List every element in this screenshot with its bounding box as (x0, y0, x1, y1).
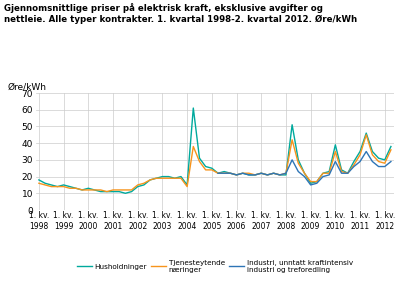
Tjenesteytende
næringer (376, 160, 381, 163)
Industri, unntatt kraftintensiv
industri og treforedling (321, 175, 326, 178)
Tjenesteytende
næringer (123, 188, 128, 192)
Tjenesteytende
næringer (277, 173, 282, 177)
Industri, unntatt kraftintensiv
industri og treforedling (345, 171, 350, 175)
Tjenesteytende
næringer (37, 182, 41, 185)
Text: Øre/kWh: Øre/kWh (7, 83, 46, 92)
Husholdninger (283, 173, 288, 177)
Industri, unntatt kraftintensiv
industri og treforedling (376, 165, 381, 168)
Industri, unntatt kraftintensiv
industri og treforedling (216, 171, 220, 175)
Industri, unntatt kraftintensiv
industri og treforedling (240, 171, 245, 175)
Industri, unntatt kraftintensiv
industri og treforedling (351, 165, 356, 168)
Husholdninger (191, 106, 196, 110)
Husholdninger (129, 190, 134, 194)
Tjenesteytende
næringer (302, 171, 307, 175)
Industri, unntatt kraftintensiv
industri og treforedling (259, 171, 263, 175)
Industri, unntatt kraftintensiv
industri og treforedling (290, 158, 295, 162)
Industri, unntatt kraftintensiv
industri og treforedling (234, 173, 239, 177)
Tjenesteytende
næringer (364, 133, 369, 136)
Industri, unntatt kraftintensiv
industri og treforedling (382, 165, 387, 168)
Tjenesteytende
næringer (388, 148, 393, 152)
Industri, unntatt kraftintensiv
industri og treforedling (296, 170, 300, 173)
Industri, unntatt kraftintensiv
industri og treforedling (246, 173, 251, 177)
Industri, unntatt kraftintensiv
industri og treforedling (308, 183, 313, 187)
Tjenesteytende
næringer (129, 188, 134, 192)
Industri, unntatt kraftintensiv
industri og treforedling (339, 171, 344, 175)
Legend: Husholdninger, Tjenesteytende
næringer, Industri, unntatt kraftintensiv
industri: Husholdninger, Tjenesteytende næringer, … (74, 257, 355, 276)
Line: Industri, unntatt kraftintensiv
industri og treforedling: Industri, unntatt kraftintensiv industri… (218, 152, 391, 185)
Industri, unntatt kraftintensiv
industri og treforedling (358, 160, 363, 163)
Tjenesteytende
næringer (104, 190, 109, 194)
Tjenesteytende
næringer (339, 170, 344, 173)
Industri, unntatt kraftintensiv
industri og treforedling (364, 150, 369, 153)
Industri, unntatt kraftintensiv
industri og treforedling (302, 175, 307, 178)
Husholdninger (388, 145, 393, 148)
Husholdninger (376, 156, 381, 160)
Industri, unntatt kraftintensiv
industri og treforedling (253, 173, 258, 177)
Text: Gjennomsnittlige priser på elektrisk kraft, eksklusive avgifter og
nettleie. All: Gjennomsnittlige priser på elektrisk kra… (4, 3, 357, 24)
Industri, unntatt kraftintensiv
industri og treforedling (370, 160, 375, 163)
Industri, unntatt kraftintensiv
industri og treforedling (333, 160, 338, 163)
Industri, unntatt kraftintensiv
industri og treforedling (388, 160, 393, 163)
Husholdninger (117, 190, 121, 194)
Line: Husholdninger: Husholdninger (39, 108, 391, 193)
Line: Tjenesteytende
næringer: Tjenesteytende næringer (39, 135, 391, 192)
Industri, unntatt kraftintensiv
industri og treforedling (271, 171, 276, 175)
Husholdninger (345, 171, 350, 175)
Husholdninger (308, 182, 313, 185)
Industri, unntatt kraftintensiv
industri og treforedling (283, 171, 288, 175)
Husholdninger (37, 178, 41, 182)
Industri, unntatt kraftintensiv
industri og treforedling (265, 173, 270, 177)
Industri, unntatt kraftintensiv
industri og treforedling (222, 171, 226, 175)
Industri, unntatt kraftintensiv
industri og treforedling (228, 171, 233, 175)
Industri, unntatt kraftintensiv
industri og treforedling (327, 173, 332, 177)
Industri, unntatt kraftintensiv
industri og treforedling (314, 182, 319, 185)
Industri, unntatt kraftintensiv
industri og treforedling (277, 173, 282, 177)
Husholdninger (123, 191, 128, 195)
